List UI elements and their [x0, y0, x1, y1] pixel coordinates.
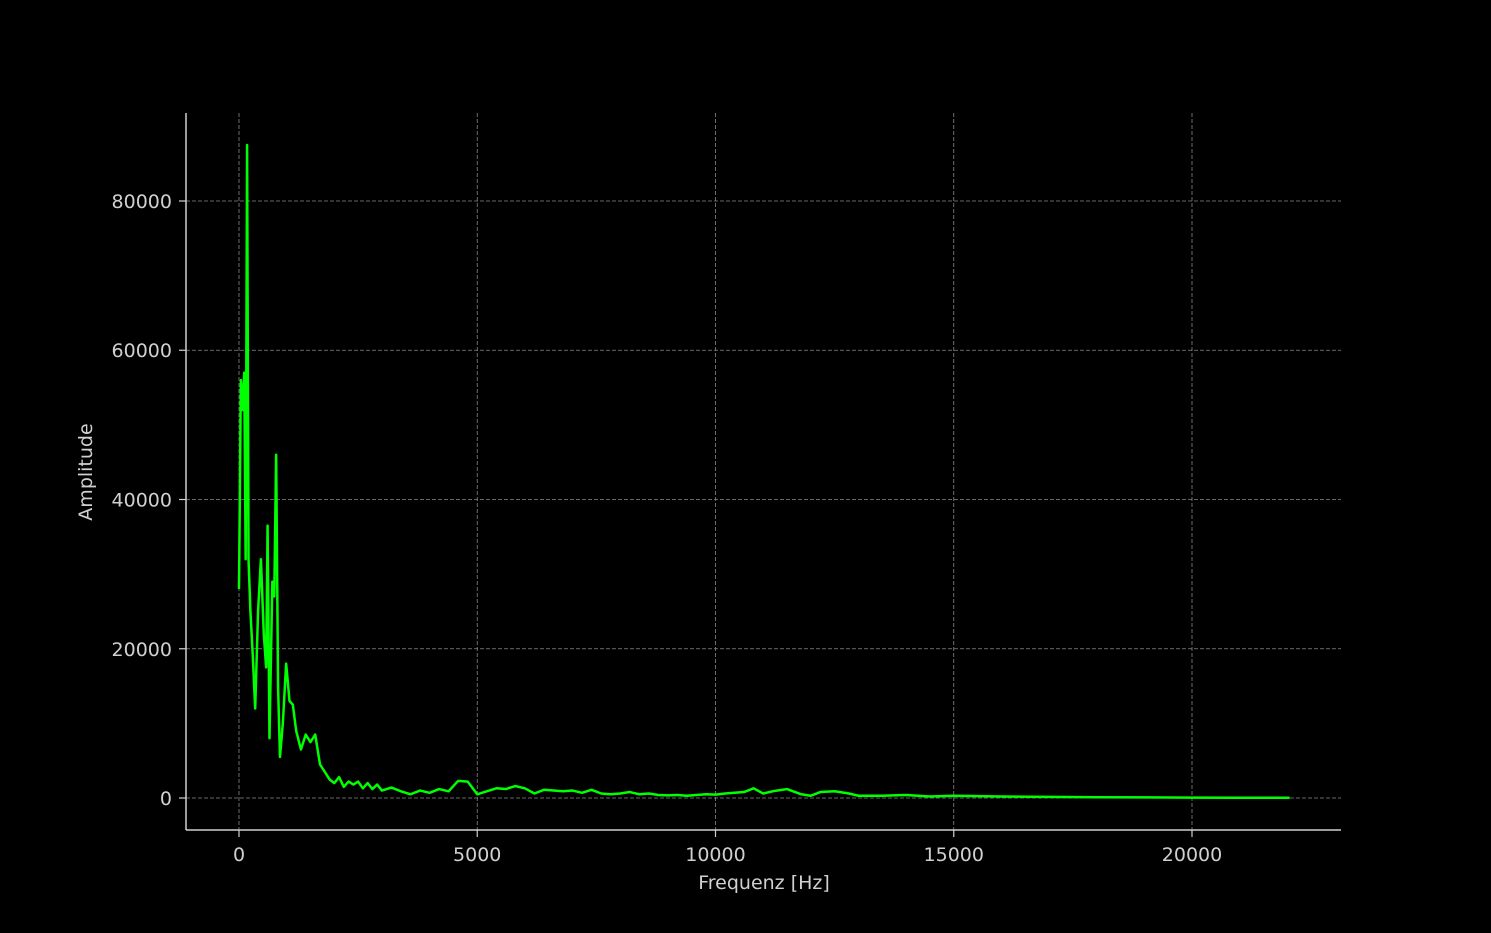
x-tick-label: 0 — [233, 844, 245, 866]
x-tick-label: 10000 — [685, 844, 745, 866]
x-tick-label: 15000 — [924, 844, 984, 866]
y-tick-label: 40000 — [112, 489, 172, 511]
spectrum-line — [237, 143, 1290, 800]
y-axis-label: Amplitude — [75, 423, 97, 520]
y-tick-label: 60000 — [112, 340, 172, 362]
y-tick-label: 80000 — [112, 191, 172, 213]
x-tick-label: 5000 — [453, 844, 501, 866]
x-axis-label: Frequenz [Hz] — [698, 872, 830, 894]
x-tick-label: 20000 — [1162, 844, 1222, 866]
y-tick-label: 0 — [160, 788, 172, 810]
y-tick-label: 20000 — [112, 639, 172, 661]
